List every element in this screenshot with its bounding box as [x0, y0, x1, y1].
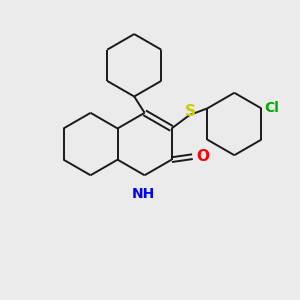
Text: S: S: [185, 104, 196, 119]
Text: O: O: [196, 149, 209, 164]
Text: Cl: Cl: [264, 101, 279, 116]
Text: NH: NH: [131, 187, 155, 201]
